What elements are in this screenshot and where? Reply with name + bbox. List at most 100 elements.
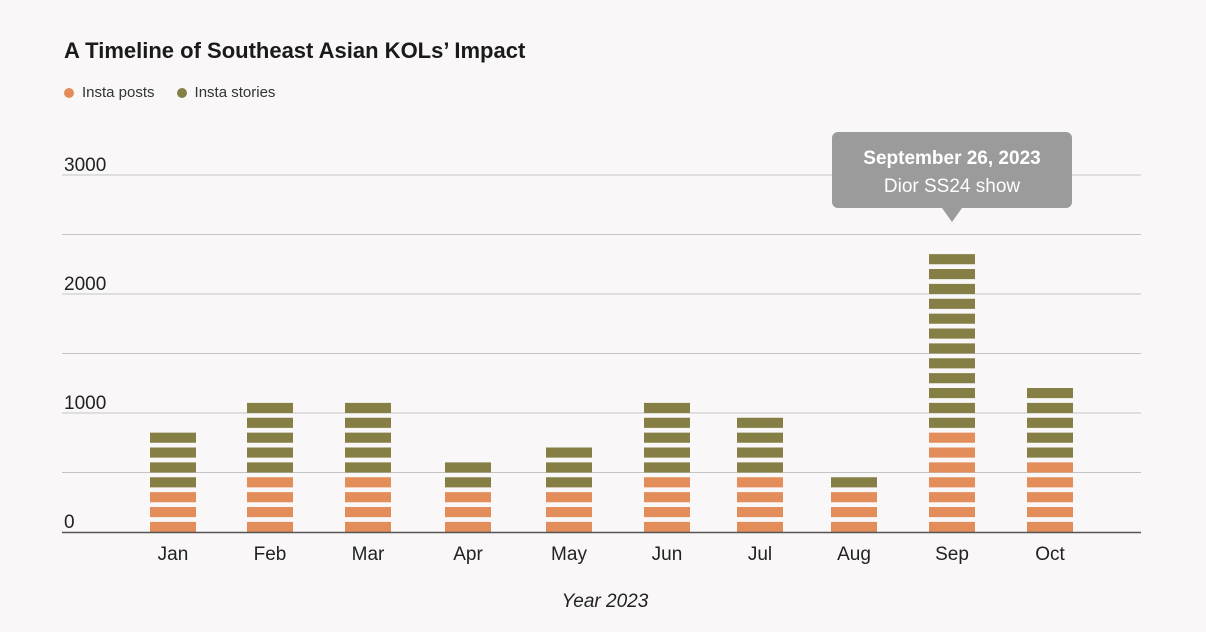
bar-segment-insta-stories [445,462,491,473]
bar-segment-insta-posts [737,477,783,488]
legend-label: Insta stories [194,84,276,101]
bar-segment-insta-posts [150,507,196,518]
bar-segment-insta-stories [737,432,783,443]
x-tick-label: Apr [453,544,483,565]
x-tick-label: Mar [352,544,385,565]
bar-segment-insta-stories [929,313,975,324]
bar-segment-insta-stories [929,388,975,399]
annotation-pointer [942,208,962,222]
annotation-text: Dior SS24 show [884,176,1021,197]
bar-segment-insta-stories [644,417,690,428]
bar-segment-insta-posts [831,492,877,503]
bar-segment-insta-stories [929,358,975,369]
legend-label: Insta posts [82,84,155,101]
bar-segment-insta-stories [929,254,975,265]
bar-segment-insta-posts [1027,521,1073,532]
y-tick-label: 2000 [64,274,106,295]
bar-segment-insta-posts [345,507,391,518]
bar-segment-insta-stories [247,432,293,443]
bar-segment-insta-stories [737,447,783,458]
bar-segment-insta-posts [546,521,592,532]
legend-swatch [176,87,187,98]
bar-segment-insta-stories [644,462,690,473]
bar-segment-insta-posts [929,492,975,503]
bar-segment-insta-stories [1027,447,1073,458]
bar-segment-insta-stories [644,432,690,443]
y-tick-label: 3000 [64,155,106,176]
bar-segment-insta-stories [644,447,690,458]
annotation-tooltip [832,132,1072,208]
bar-segment-insta-posts [1027,492,1073,503]
bar-segment-insta-stories [345,462,391,473]
y-tick-label: 1000 [64,393,106,414]
legend-item-insta-stories: Insta stories [176,84,276,101]
x-tick-label: Jan [158,544,189,565]
bar-segment-insta-stories [247,447,293,458]
bar-segment-insta-posts [445,507,491,518]
bar-segment-insta-posts [247,521,293,532]
x-tick-label: Feb [254,544,287,565]
bar-segment-insta-posts [737,492,783,503]
bar-segment-insta-stories [644,402,690,413]
bar-segment-insta-posts [644,521,690,532]
bar-segment-insta-stories [737,462,783,473]
y-tick-label: 0 [64,512,75,533]
x-tick-label: May [551,544,587,565]
bar-segment-insta-posts [929,462,975,473]
bar-segment-insta-stories [150,432,196,443]
bar-segment-insta-stories [831,477,877,488]
bar-segment-insta-posts [1027,477,1073,488]
bar-segment-insta-stories [929,328,975,339]
bar-segment-insta-posts [1027,462,1073,473]
legend: Insta posts Insta stories [64,84,275,101]
bar-segment-insta-stories [546,477,592,488]
bar-segment-insta-stories [929,298,975,309]
x-tick-label: Aug [837,544,871,565]
x-tick-label: Jun [652,544,683,565]
annotation-title: September 26, 2023 [863,148,1040,169]
bar-segment-insta-posts [644,492,690,503]
bar-segment-insta-stories [345,447,391,458]
bar-segment-insta-posts [150,492,196,503]
x-tick-label: Jul [748,544,772,565]
bar-segment-insta-posts [546,492,592,503]
bar-segment-insta-stories [929,343,975,354]
bar-segment-insta-posts [831,521,877,532]
legend-swatch [64,87,74,98]
bar-segment-insta-stories [1027,417,1073,428]
bar-segment-insta-posts [737,521,783,532]
bar-segment-insta-posts [345,477,391,488]
bar-segment-insta-stories [546,462,592,473]
bar-segment-insta-posts [247,477,293,488]
bar-segment-insta-posts [929,432,975,443]
bar-segment-insta-stories [247,462,293,473]
bar-segment-insta-posts [445,521,491,532]
bar-segment-insta-stories [247,402,293,413]
legend-item-insta-posts: Insta posts [64,84,155,101]
bar-segment-insta-posts [831,507,877,518]
bar-segment-insta-stories [150,477,196,488]
bar-segment-insta-posts [345,521,391,532]
bar-segment-insta-stories [345,432,391,443]
bar-segment-insta-posts [247,507,293,518]
bar-segment-insta-stories [929,269,975,280]
x-tick-label: Oct [1035,544,1065,565]
bar-segment-insta-stories [1027,402,1073,413]
bar-segment-insta-stories [1027,432,1073,443]
bar-segment-insta-posts [345,492,391,503]
bar-segment-insta-stories [929,402,975,413]
chart-title: A Timeline of Southeast Asian KOLs’ Impa… [64,38,526,63]
bar-segment-insta-posts [929,521,975,532]
x-axis-label: Year 2023 [562,591,649,612]
bar-segment-insta-stories [345,402,391,413]
bar-segment-insta-posts [247,492,293,503]
bar-segment-insta-stories [150,447,196,458]
x-tick-label: Sep [935,544,969,565]
bar-segment-insta-stories [929,283,975,294]
bar-segment-insta-posts [546,507,592,518]
bar-segment-insta-posts [737,507,783,518]
bar-segment-insta-stories [546,447,592,458]
bar-segment-insta-posts [644,477,690,488]
bar-segment-insta-stories [445,477,491,488]
